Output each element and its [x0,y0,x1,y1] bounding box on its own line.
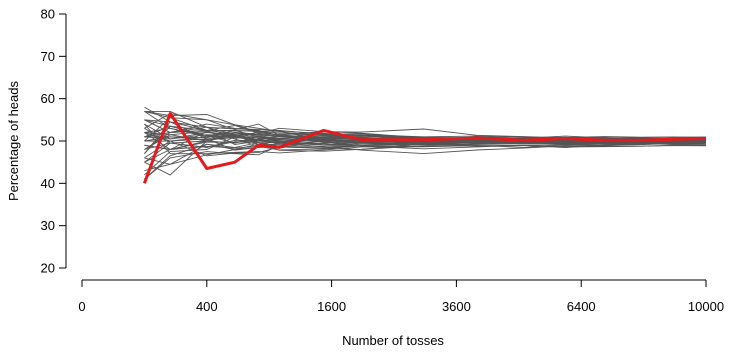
x-tick-label: 1600 [317,299,346,314]
y-axis-label: Percentage of heads [6,81,21,201]
highlight-run-line [142,112,707,184]
background-runs [144,106,707,180]
highlight-run-group [142,112,707,184]
x-tick-label: 0 [78,299,85,314]
y-tick-label: 30 [41,218,55,233]
y-tick-label: 50 [41,134,55,149]
y-tick-label: 70 [41,49,55,64]
y-tick-label: 80 [41,7,55,22]
x-tick-label: 400 [196,299,218,314]
x-axis: 0 400 1600 3600 6400 10000 [78,279,724,314]
y-tick-label: 40 [41,176,55,191]
y-tick-label: 20 [41,261,55,276]
x-axis-label: Number of tosses [342,333,444,348]
background-run-line [144,125,707,143]
background-run-line [144,142,707,172]
x-tick-label: 10000 [688,299,724,314]
y-axis: 20 30 40 50 60 70 80 [41,7,67,276]
x-tick-label: 3600 [442,299,471,314]
x-tick-label: 6400 [567,299,596,314]
y-tick-label: 60 [41,91,55,106]
background-run-line [144,127,707,149]
